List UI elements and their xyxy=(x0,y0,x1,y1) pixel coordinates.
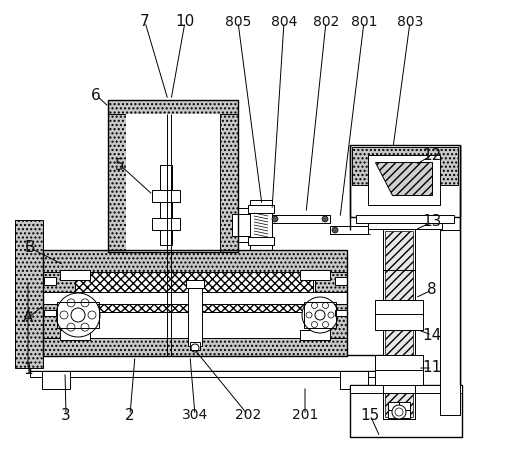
Circle shape xyxy=(81,299,89,307)
Bar xyxy=(382,229,414,419)
Text: 801: 801 xyxy=(350,15,377,29)
Bar xyxy=(43,250,346,356)
Bar xyxy=(108,100,237,114)
Bar xyxy=(351,147,457,185)
Bar xyxy=(334,277,346,285)
Circle shape xyxy=(272,216,277,222)
Text: 15: 15 xyxy=(360,408,379,423)
Circle shape xyxy=(67,323,75,331)
Bar xyxy=(126,114,220,252)
Polygon shape xyxy=(374,162,431,195)
Bar xyxy=(108,100,126,252)
Text: 10: 10 xyxy=(175,14,194,30)
Bar xyxy=(349,385,461,437)
Circle shape xyxy=(67,299,75,307)
Text: 12: 12 xyxy=(422,148,441,163)
Text: 304: 304 xyxy=(181,408,208,422)
Bar xyxy=(189,342,199,350)
Bar xyxy=(249,200,272,250)
Circle shape xyxy=(322,321,328,327)
Bar xyxy=(44,310,56,316)
Bar xyxy=(304,302,335,328)
Circle shape xyxy=(56,293,100,337)
Bar xyxy=(152,218,180,230)
Bar xyxy=(60,270,90,280)
Text: 3: 3 xyxy=(61,408,71,423)
Text: 802: 802 xyxy=(312,15,338,29)
Circle shape xyxy=(327,312,333,318)
Bar xyxy=(299,270,329,280)
Circle shape xyxy=(88,311,96,319)
Bar xyxy=(15,220,43,368)
Bar xyxy=(220,100,237,252)
Bar xyxy=(188,288,201,346)
Bar xyxy=(160,165,172,245)
Circle shape xyxy=(301,297,337,333)
Circle shape xyxy=(81,323,89,331)
Bar xyxy=(384,231,412,417)
Circle shape xyxy=(321,216,327,222)
Text: 804: 804 xyxy=(270,15,296,29)
Text: 14: 14 xyxy=(422,327,441,343)
Text: 13: 13 xyxy=(422,215,441,229)
Bar xyxy=(231,214,256,236)
Bar xyxy=(374,300,422,330)
Circle shape xyxy=(391,405,405,419)
Bar xyxy=(237,208,249,242)
Bar xyxy=(367,155,439,205)
Circle shape xyxy=(331,227,337,233)
Bar xyxy=(186,280,204,288)
Circle shape xyxy=(322,303,328,308)
Bar xyxy=(367,223,441,229)
Text: 201: 201 xyxy=(291,408,318,422)
Circle shape xyxy=(71,308,85,322)
Text: 1: 1 xyxy=(23,362,33,378)
Bar xyxy=(30,355,409,371)
Text: 11: 11 xyxy=(422,361,441,375)
Text: 6: 6 xyxy=(91,88,100,102)
Bar xyxy=(356,215,453,223)
Bar xyxy=(247,237,274,245)
Bar xyxy=(272,215,329,223)
Bar xyxy=(43,292,346,304)
Text: 805: 805 xyxy=(224,15,250,29)
Bar xyxy=(334,310,346,316)
Text: 803: 803 xyxy=(396,15,422,29)
Bar xyxy=(43,250,75,356)
Bar xyxy=(339,371,367,389)
Bar xyxy=(42,371,70,389)
Circle shape xyxy=(311,303,317,308)
Text: B: B xyxy=(25,241,35,255)
Bar xyxy=(349,145,459,217)
Bar xyxy=(43,250,346,272)
Text: 7: 7 xyxy=(140,14,149,30)
Bar xyxy=(57,302,99,328)
Circle shape xyxy=(311,321,317,327)
Bar xyxy=(329,226,367,234)
Text: 202: 202 xyxy=(234,408,261,422)
Bar xyxy=(299,330,329,340)
Circle shape xyxy=(306,312,312,318)
Bar xyxy=(382,229,414,419)
Bar xyxy=(60,330,90,340)
Text: 2: 2 xyxy=(125,408,134,423)
Bar xyxy=(43,338,346,356)
Text: A: A xyxy=(23,311,33,326)
Bar xyxy=(439,230,459,415)
Bar xyxy=(75,272,313,312)
Bar xyxy=(30,371,409,377)
Text: 5: 5 xyxy=(115,158,125,172)
Bar xyxy=(44,277,56,285)
Bar xyxy=(108,100,237,252)
Bar xyxy=(247,205,274,213)
Text: 8: 8 xyxy=(426,282,436,298)
Bar xyxy=(152,190,180,202)
Bar xyxy=(349,385,461,393)
Bar xyxy=(315,250,346,356)
Circle shape xyxy=(60,311,68,319)
Bar xyxy=(387,402,409,418)
Bar xyxy=(374,355,422,385)
Circle shape xyxy=(315,310,324,320)
